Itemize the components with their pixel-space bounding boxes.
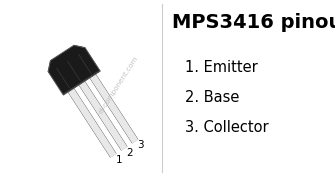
Text: 1. Emitter: 1. Emitter [185, 61, 258, 76]
Text: 3: 3 [137, 140, 144, 150]
Text: el-component.com: el-component.com [97, 55, 139, 115]
Text: 2: 2 [126, 147, 133, 158]
Text: MPS3416 pinout: MPS3416 pinout [172, 12, 335, 32]
Text: 2. Base: 2. Base [185, 90, 240, 105]
Polygon shape [48, 45, 100, 95]
Text: 3. Collector: 3. Collector [185, 121, 269, 136]
Text: 1: 1 [115, 155, 122, 165]
